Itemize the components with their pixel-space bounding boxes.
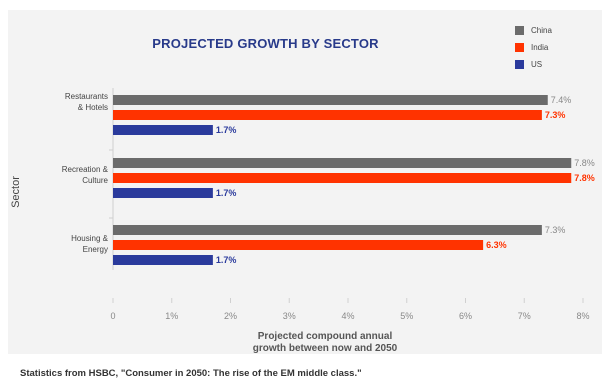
legend-item-india: India bbox=[515, 41, 552, 54]
bar-india-2 bbox=[113, 240, 484, 250]
x-tick-label: 4% bbox=[341, 311, 354, 321]
legend-label-india: India bbox=[531, 43, 549, 52]
category-label-line: & Hotels bbox=[77, 103, 108, 112]
x-tick-label: 0 bbox=[110, 311, 115, 321]
legend-item-china: China bbox=[515, 24, 552, 37]
category-label-housing-energy: Housing & Energy bbox=[28, 233, 108, 255]
bar-china-0 bbox=[113, 95, 548, 105]
x-tick-label: 2% bbox=[224, 311, 237, 321]
data-label-china-0: 7.4% bbox=[551, 95, 572, 105]
bar-india-0 bbox=[113, 110, 542, 120]
x-tick-label: 1% bbox=[165, 311, 178, 321]
category-label-restaurants-hotels: Restaurants & Hotels bbox=[28, 91, 108, 113]
bar-india-1 bbox=[113, 173, 572, 183]
data-label-us-1: 1.7% bbox=[216, 188, 237, 198]
data-label-india-0: 7.3% bbox=[545, 110, 566, 120]
x-tick-label: 5% bbox=[400, 311, 413, 321]
bar-china-2 bbox=[113, 225, 542, 235]
legend-swatch-us bbox=[515, 60, 524, 69]
legend-swatch-china bbox=[515, 26, 524, 35]
x-tick-label: 7% bbox=[518, 311, 531, 321]
legend-label-us: US bbox=[531, 60, 543, 69]
legend: China India US bbox=[515, 24, 552, 75]
legend-swatch-india bbox=[515, 43, 524, 52]
source-caption: Statistics from HSBC, "Consumer in 2050:… bbox=[20, 368, 362, 379]
x-axis-title-line: Projected compound annual bbox=[257, 331, 393, 342]
category-label-line: Culture bbox=[82, 176, 108, 185]
data-label-us-0: 1.7% bbox=[216, 125, 237, 135]
x-tick-label: 6% bbox=[459, 311, 472, 321]
bar-us-1 bbox=[113, 188, 213, 198]
category-label-line: Energy bbox=[82, 245, 108, 254]
chart-title: PROJECTED GROWTH BY SECTOR bbox=[152, 36, 379, 51]
category-label-line: Restaurants bbox=[64, 92, 108, 101]
x-tick-label: 8% bbox=[576, 311, 589, 321]
category-label-line: Recreation & bbox=[61, 165, 108, 174]
x-axis-title-line: growth between now and 2050 bbox=[252, 343, 398, 354]
bar-china-1 bbox=[113, 158, 572, 168]
data-label-china-1: 7.8% bbox=[574, 158, 595, 168]
data-label-us-2: 1.7% bbox=[216, 255, 237, 265]
x-tick-label: 3% bbox=[283, 311, 296, 321]
legend-item-us: US bbox=[515, 58, 552, 71]
x-axis-title: Projected compound annual growth between… bbox=[210, 331, 440, 355]
bar-us-0 bbox=[113, 125, 213, 135]
data-label-china-2: 7.3% bbox=[545, 225, 566, 235]
data-label-india-1: 7.8% bbox=[574, 173, 595, 183]
category-label-line: Housing & bbox=[71, 234, 108, 243]
category-label-recreation-culture: Recreation & Culture bbox=[28, 164, 108, 186]
data-label-india-2: 6.3% bbox=[486, 240, 507, 250]
legend-label-china: China bbox=[531, 26, 552, 35]
bar-us-2 bbox=[113, 255, 213, 265]
